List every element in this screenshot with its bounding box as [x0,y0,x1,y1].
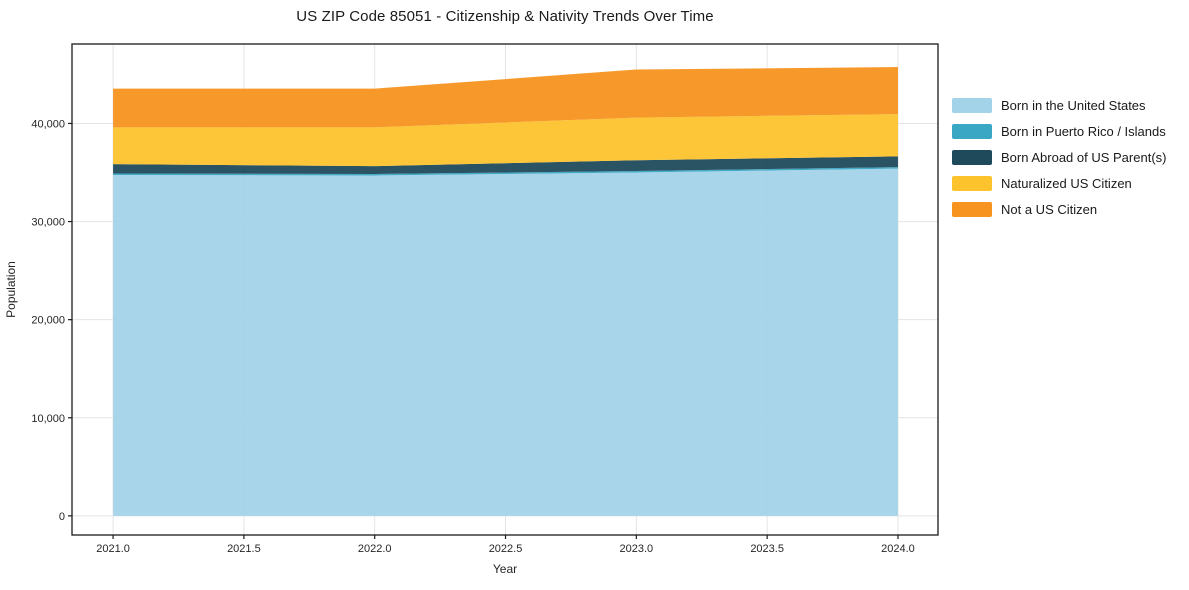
y-tick-label: 30,000 [31,217,65,229]
legend-swatch [952,124,992,139]
x-tick-label: 2023.0 [620,543,654,555]
y-tick-label: 0 [59,511,65,523]
y-axis-label: Population [4,261,18,318]
legend-item: Born Abroad of US Parent(s) [952,150,1166,165]
legend-label: Born Abroad of US Parent(s) [1001,150,1167,165]
area-born-in-the-united-states [113,168,898,516]
area-naturalized-us-citizen [113,114,898,167]
x-tick-label: 2022.5 [489,543,523,555]
y-tick-label: 40,000 [31,118,65,130]
legend-label: Born in Puerto Rico / Islands [1001,124,1166,139]
legend-item: Born in the United States [952,98,1166,113]
x-axis-label: Year [493,562,517,576]
legend-label: Born in the United States [1001,98,1146,113]
area-born-in-puerto-rico-islands [113,167,898,176]
x-tick-label: 2024.0 [881,543,915,555]
legend-label: Naturalized US Citizen [1001,176,1132,191]
area-born-abroad-of-us-parent-s [113,156,898,174]
legend: Born in the United States Born in Puerto … [952,98,1166,217]
legend-swatch [952,98,992,113]
y-tick-label: 20,000 [31,315,65,327]
x-tick-label: 2023.5 [750,543,784,555]
legend-item: Naturalized US Citizen [952,176,1166,191]
legend-swatch [952,176,992,191]
legend-swatch [952,202,992,217]
y-tick-label: 10,000 [31,413,65,425]
legend-item: Not a US Citizen [952,202,1166,217]
legend-swatch [952,150,992,165]
x-tick-label: 2021.0 [96,543,130,555]
x-tick-label: 2022.0 [358,543,392,555]
legend-item: Born in Puerto Rico / Islands [952,124,1166,139]
chart-title: US ZIP Code 85051 - Citizenship & Nativi… [296,8,714,25]
legend-label: Not a US Citizen [1001,202,1098,217]
x-tick-label: 2021.5 [227,543,261,555]
area-not-a-us-citizen [113,67,898,128]
